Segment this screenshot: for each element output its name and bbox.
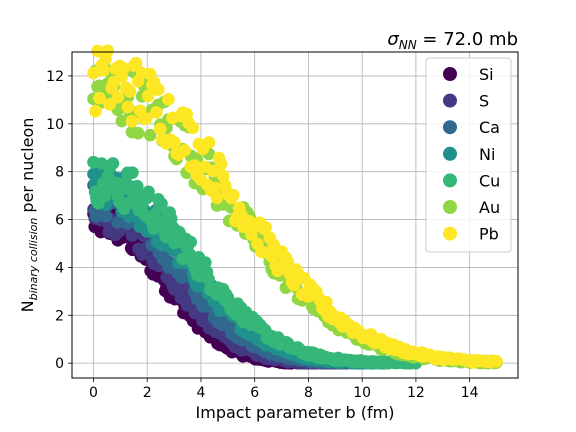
data-point [184, 235, 198, 249]
data-point [101, 44, 114, 57]
x-tick-label: 2 [143, 385, 152, 401]
x-tick-label: 0 [89, 385, 98, 401]
legend-label-pb: Pb [479, 225, 499, 244]
y-tick-label: 4 [55, 260, 64, 276]
x-tick-label: 10 [353, 385, 371, 401]
y-axis-label: Nbinary collision per nucleon [18, 118, 40, 313]
legend-label-ni: Ni [479, 145, 495, 164]
data-point [168, 136, 181, 149]
data-point [281, 255, 295, 269]
data-point [97, 64, 110, 77]
plot-frame [71, 51, 519, 379]
legend-marker-ni [443, 146, 457, 161]
chart-title: σNN = 72.0 mb [387, 29, 518, 52]
data-point [490, 355, 503, 368]
data-point [162, 93, 175, 106]
data-point [320, 295, 333, 309]
data-point [259, 220, 272, 234]
y-tick-label: 2 [55, 308, 64, 324]
y-tick-label: 12 [46, 69, 64, 85]
data-point [111, 216, 124, 229]
data-point [117, 62, 131, 75]
series-pb [87, 44, 503, 369]
legend-marker-si [443, 67, 457, 81]
data-point [131, 126, 145, 140]
legend-marker-s [443, 93, 457, 108]
data-point [154, 122, 167, 136]
data-points [87, 44, 503, 370]
data-point [89, 104, 102, 118]
legend-label-cu: Cu [479, 171, 500, 190]
title-sigma: σ [387, 29, 399, 50]
data-point [226, 188, 240, 202]
data-point [87, 66, 100, 80]
legend-label-ca: Ca [479, 118, 500, 137]
x-tick-label: 12 [407, 385, 425, 401]
data-point [202, 272, 215, 286]
data-point [139, 112, 153, 125]
legend-label-au: Au [479, 198, 500, 217]
y-tick-label: 0 [55, 356, 64, 372]
x-tick-label: 4 [197, 385, 206, 401]
data-point [210, 191, 224, 205]
data-point [129, 56, 143, 70]
y-axis-label-main: N [18, 300, 37, 312]
data-point [141, 89, 155, 103]
y-axis-label-rest: per nucleon [18, 118, 37, 218]
y-tick-label: 8 [55, 165, 64, 181]
title-rest: = 72.0 mb [417, 29, 518, 50]
title-sub: NN [399, 38, 417, 52]
data-point [186, 121, 200, 135]
data-point [125, 114, 139, 128]
data-point [111, 91, 125, 104]
legend: Si S Ca Ni Cu Au Pb [425, 57, 512, 253]
x-tick-label: 6 [250, 385, 259, 401]
x-axis-label: Impact parameter b (fm) [196, 403, 395, 422]
data-point [93, 91, 106, 105]
data-point [142, 185, 155, 199]
data-point [151, 83, 165, 96]
data-point [106, 157, 120, 170]
data-point [216, 169, 230, 183]
series-cu [87, 155, 423, 370]
x-tick-label: 8 [304, 385, 313, 401]
data-point [198, 256, 212, 269]
y-tick-label: 6 [55, 213, 64, 229]
data-point [178, 144, 191, 157]
data-point [149, 106, 163, 119]
legend-marker-ca [443, 120, 457, 135]
x-axis-ticks: 0 2 4 6 8 10 12 14 [89, 378, 479, 401]
data-point [103, 98, 116, 111]
data-point [202, 136, 216, 149]
data-point [91, 44, 104, 58]
y-tick-label: 10 [46, 117, 64, 133]
legend-marker-cu [443, 173, 457, 188]
data-point [214, 157, 228, 171]
x-tick-label: 14 [461, 385, 479, 401]
y-axis-ticks: 0 2 4 6 8 10 12 [46, 69, 72, 372]
data-point [143, 128, 157, 142]
data-point [121, 100, 135, 114]
legend-marker-pb [443, 226, 457, 241]
legend-label-s: S [479, 92, 489, 111]
data-point [208, 181, 222, 195]
legend-label-si: Si [479, 65, 494, 84]
data-point [155, 197, 168, 210]
legend-frame [425, 57, 512, 253]
data-point [126, 166, 139, 179]
data-point [123, 85, 137, 98]
y-axis-label-sub: binary collision [27, 218, 40, 301]
data-point [99, 210, 113, 223]
legend-marker-au [443, 200, 457, 214]
